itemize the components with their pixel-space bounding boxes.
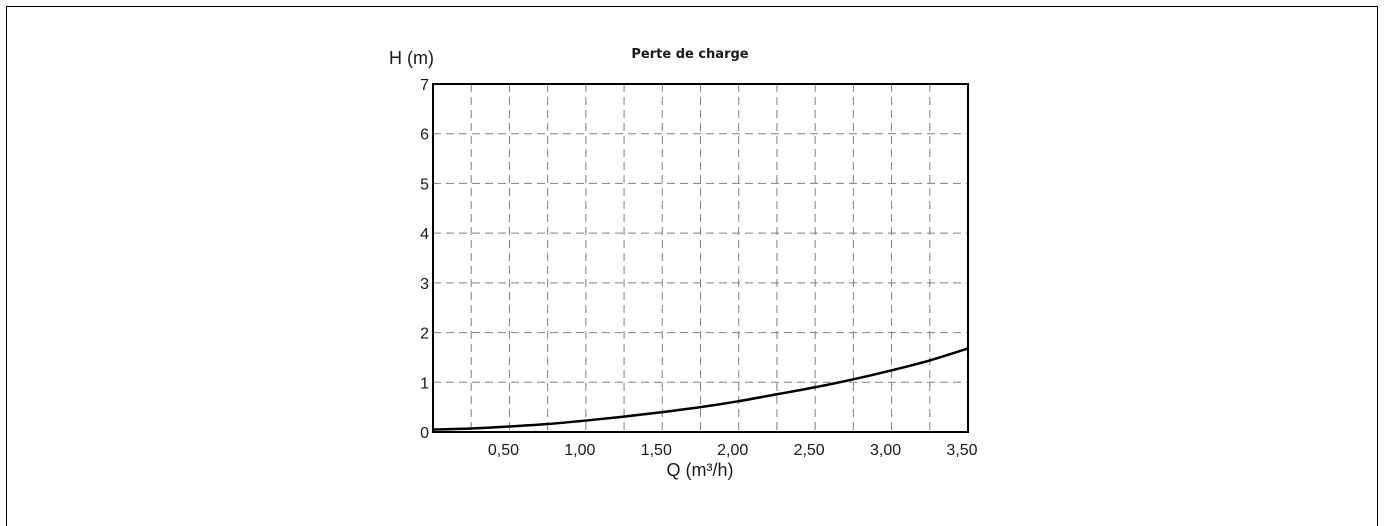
y-axis-label: H (m) — [389, 48, 434, 68]
y-tick-label: 0 — [420, 425, 429, 442]
x-tick-label: 3,50 — [946, 442, 977, 459]
y-tick-label: 5 — [420, 176, 429, 193]
x-axis-label: Q (m³/h) — [667, 460, 734, 480]
y-tick-label: 6 — [420, 127, 429, 144]
x-tick-label: 3,00 — [870, 442, 901, 459]
x-tick-label: 2,00 — [717, 442, 748, 459]
y-tick-label: 1 — [420, 375, 429, 392]
plot-area-border — [432, 83, 969, 433]
y-tick-label: 7 — [420, 77, 429, 94]
chart-frame — [6, 6, 1378, 526]
y-tick-label: 3 — [420, 276, 429, 293]
x-tick-label: 1,00 — [564, 442, 595, 459]
chart-title: Perte de charge — [631, 47, 748, 62]
series-line — [432, 347, 969, 431]
x-tick-label: 1,50 — [641, 442, 672, 459]
x-tick-label: 2,50 — [794, 442, 825, 459]
y-tick-label: 4 — [420, 226, 429, 243]
x-tick-label: 0,50 — [488, 442, 519, 459]
y-tick-label: 2 — [420, 326, 429, 343]
